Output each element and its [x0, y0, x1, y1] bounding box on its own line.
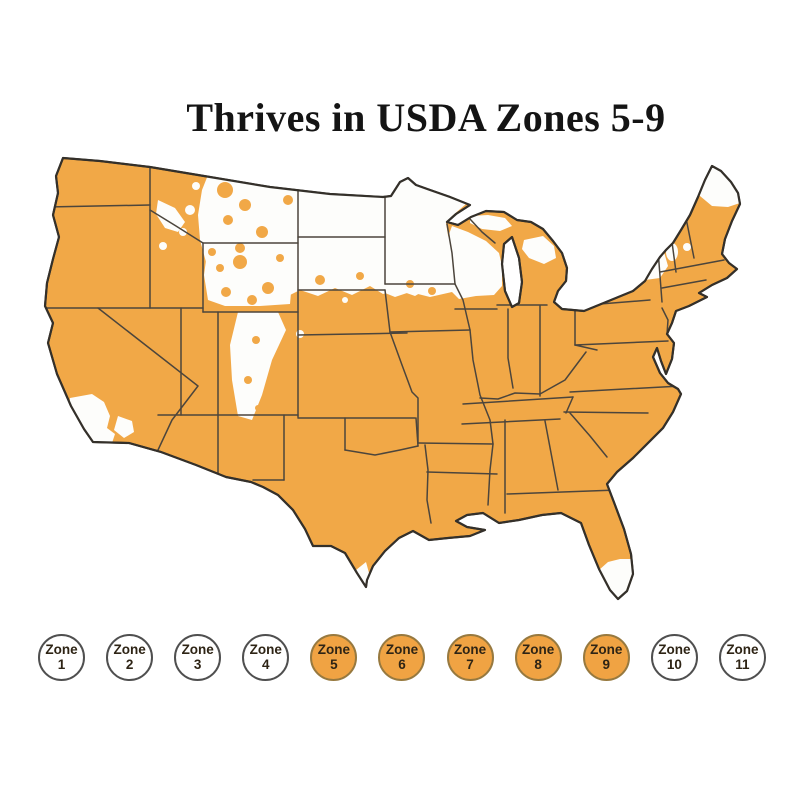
coastline-outline — [43, 156, 742, 601]
cold-region-new-hampshire — [683, 243, 691, 251]
hot-region-socal-inland — [114, 416, 134, 438]
legend-zone-number: 5 — [330, 656, 338, 672]
legend-zone-label: Zone — [385, 641, 419, 657]
legend-zone-6: Zone 6 — [378, 634, 426, 681]
legend-zone-number: 8 — [534, 656, 542, 672]
legend-zone-3: Zone 3 — [174, 634, 222, 681]
legend-zone-label: Zone — [181, 641, 214, 657]
legend-zone-label: Zone — [317, 641, 350, 657]
legend-zone-label: Zone — [590, 641, 623, 657]
legend-zone-11: Zone 11 — [718, 634, 766, 681]
legend-zone-label: Zone — [249, 641, 282, 657]
cold-zone-regions — [68, 164, 740, 599]
legend-zone-label: Zone — [113, 641, 146, 657]
zone-legend: Zone 1 Zone 2 Zone 3 Zone 4 Zone 5 Zone 6 Zone 7 Zone 8… — [38, 634, 766, 681]
legend-zone-label: Zone — [45, 641, 78, 657]
legend-zone-7: Zone 7 — [446, 634, 494, 681]
cold-region-wisconsin — [444, 226, 502, 299]
legend-zone-4: Zone 4 — [242, 634, 290, 681]
legend-zone-10: Zone 10 — [650, 634, 698, 681]
legend-zone-number: 10 — [666, 656, 682, 672]
legend-zone-label: Zone — [522, 641, 555, 657]
legend-zone-number: 3 — [193, 656, 202, 672]
cold-region-northern-iowa — [385, 284, 452, 297]
legend-zone-number: 9 — [602, 656, 610, 672]
legend-zone-number: 7 — [466, 656, 474, 672]
warm-zone-speckles — [208, 182, 436, 411]
legend-zone-2: Zone 2 — [106, 634, 154, 681]
legend-zone-number: 2 — [125, 656, 134, 672]
legend-zone-number: 6 — [398, 656, 406, 672]
page-title: Thrives in USDA Zones 5-9 — [186, 95, 666, 140]
legend-zone-number: 11 — [735, 656, 750, 672]
cold-region-northern-michigan — [522, 236, 556, 264]
legend-zone-label: Zone — [453, 641, 487, 657]
hot-region-south-florida — [599, 559, 633, 599]
legend-zone-label: Zone — [726, 641, 759, 657]
legend-zone-number: 1 — [57, 656, 66, 672]
legend-zone-label: Zone — [658, 641, 691, 657]
legend-zone-9: Zone 9 — [582, 634, 630, 681]
legend-zone-8: Zone 8 — [514, 634, 562, 681]
legend-zone-5: Zone 5 — [310, 634, 358, 681]
hot-region-south-texas — [356, 562, 369, 587]
legend-zone-1: Zone 1 — [38, 634, 85, 681]
legend-zone-number: 4 — [262, 656, 270, 672]
cold-region-upper-michigan — [470, 215, 512, 231]
cold-region-colorado-rockies — [230, 312, 286, 420]
